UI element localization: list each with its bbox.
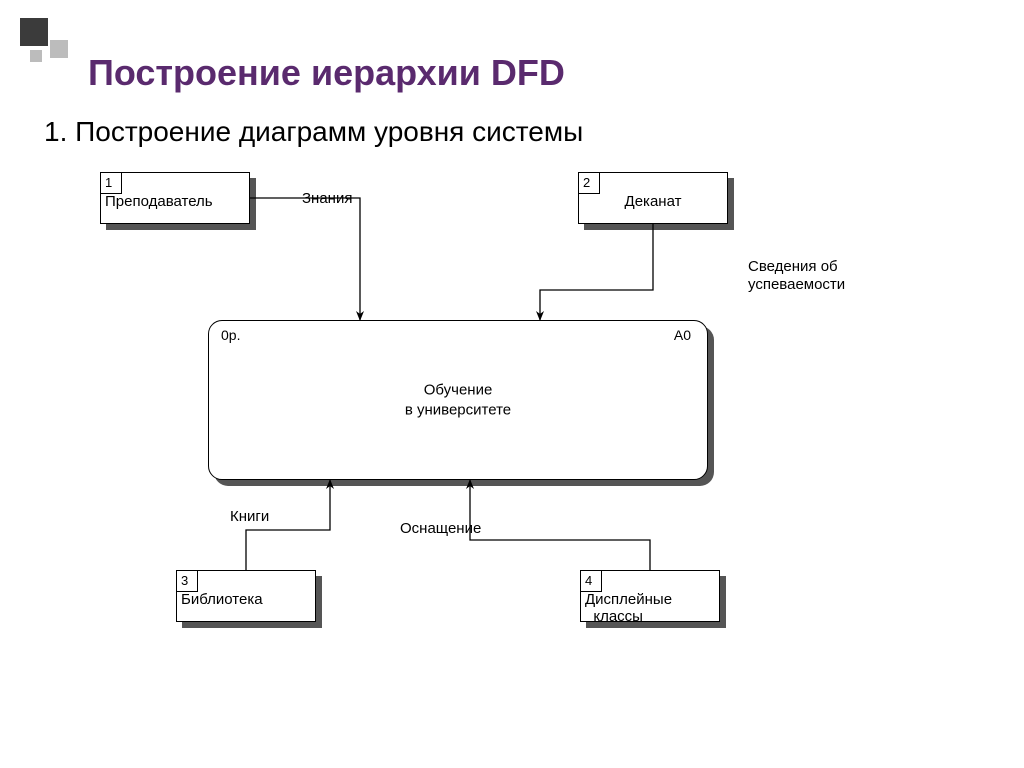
flow-label-knowledge: Знания bbox=[302, 190, 352, 208]
entity-label: Преподаватель bbox=[105, 193, 213, 210]
process-left-tag: 0р. bbox=[221, 327, 240, 343]
flow-label-books: Книги bbox=[230, 508, 269, 526]
entity-id: 4 bbox=[585, 573, 592, 588]
entity-id: 1 bbox=[105, 175, 112, 190]
slide: Построение иерархии DFD 1. Построение ди… bbox=[0, 0, 1024, 768]
dfd-diagram: 0р. А0 Обучение в университете 1 Препода… bbox=[0, 0, 1024, 768]
entity-frame: 2 Деканат bbox=[578, 172, 728, 224]
entity-teacher: 1 Преподаватель bbox=[100, 172, 250, 224]
entity-id: 2 bbox=[583, 175, 590, 190]
entity-library: 3 Библиотека bbox=[176, 570, 316, 622]
process-box: 0р. А0 Обучение в университете bbox=[208, 320, 708, 480]
entity-label: Дисплейные классы bbox=[585, 591, 672, 626]
flow-arrow bbox=[540, 224, 653, 320]
flow-arrow bbox=[470, 480, 650, 570]
process-frame: 0р. А0 Обучение в университете bbox=[208, 320, 708, 480]
entity-id: 3 bbox=[181, 573, 188, 588]
entity-frame: 3 Библиотека bbox=[176, 570, 316, 622]
entity-label: Библиотека bbox=[181, 591, 263, 608]
entity-label: Деканат bbox=[579, 193, 727, 210]
entity-frame: 1 Преподаватель bbox=[100, 172, 250, 224]
entity-display-rooms: 4 Дисплейные классы bbox=[580, 570, 720, 622]
entity-frame: 4 Дисплейные классы bbox=[580, 570, 720, 622]
entity-deanery: 2 Деканат bbox=[578, 172, 728, 224]
flow-label-equipment: Оснащение bbox=[400, 520, 481, 538]
process-title: Обучение в университете bbox=[209, 381, 707, 420]
flow-label-performance: Сведения об успеваемости bbox=[748, 258, 845, 294]
flow-arrow bbox=[250, 198, 360, 320]
process-right-tag: А0 bbox=[674, 327, 691, 343]
